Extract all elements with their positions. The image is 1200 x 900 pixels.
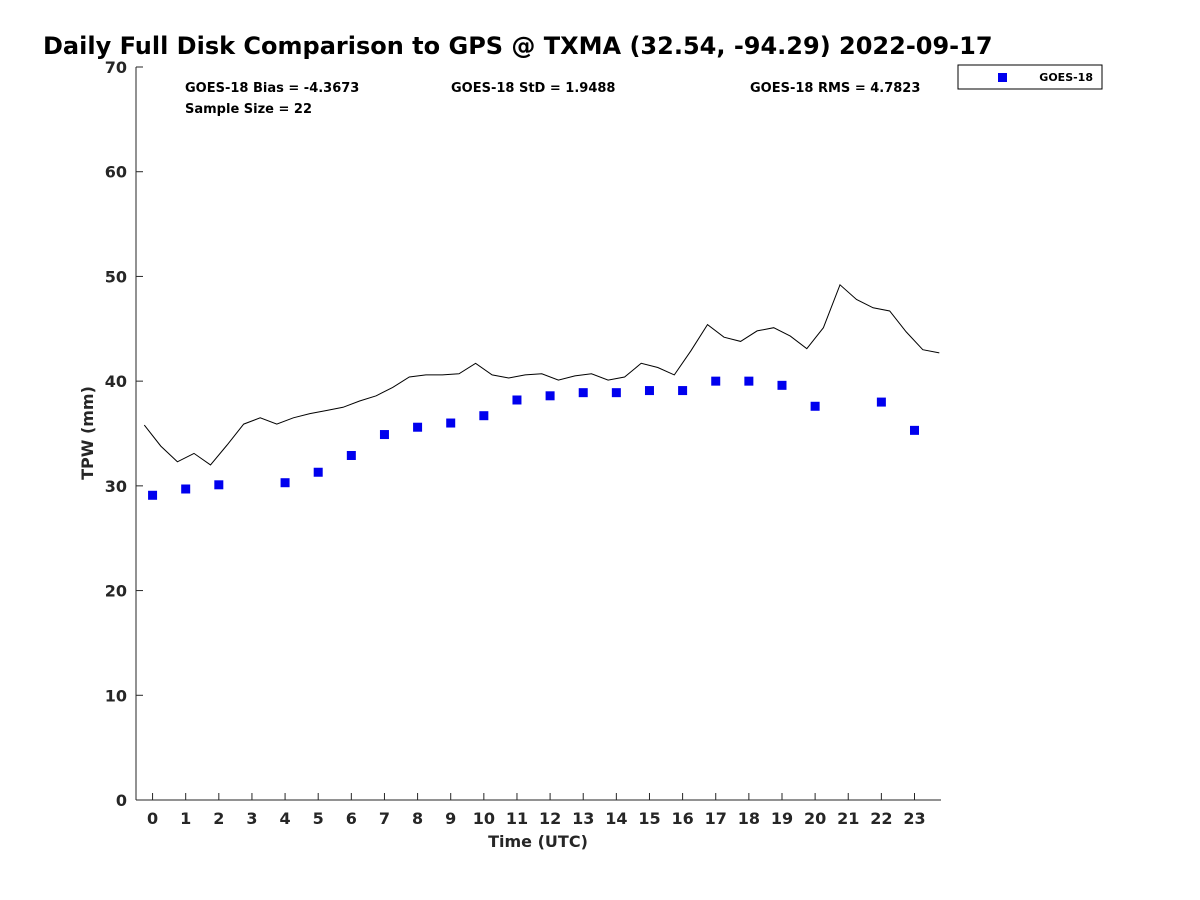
goes18-point <box>413 422 423 432</box>
y-tick-label: 50 <box>105 267 127 286</box>
x-tick-label: 23 <box>903 809 925 828</box>
rms-stat: GOES-18 RMS = 4.7823 <box>750 81 920 96</box>
x-tick-label: 13 <box>572 809 594 828</box>
goes18-point <box>777 380 787 390</box>
std-stat: GOES-18 StD = 1.9488 <box>451 81 615 96</box>
legend-goes18-label: GOES-18 <box>1039 71 1093 84</box>
y-axis: 0 10 20 30 40 50 60 70 <box>105 58 143 810</box>
x-tick-label: 4 <box>280 809 291 828</box>
goes18-point <box>744 376 754 386</box>
gps-line-path <box>143 283 940 466</box>
goes18-point <box>280 478 290 488</box>
legend-goes18-marker <box>998 73 1007 82</box>
x-tick-label: 14 <box>605 809 627 828</box>
y-tick-label: 40 <box>105 372 127 391</box>
y-tick-label: 70 <box>105 58 127 77</box>
goes18-point <box>181 484 191 494</box>
x-tick-label: 20 <box>804 809 826 828</box>
x-tick-label: 7 <box>379 809 390 828</box>
goes18-point <box>810 401 820 411</box>
x-tick-label: 22 <box>870 809 892 828</box>
goes18-point <box>578 388 588 398</box>
chart-title: Daily Full Disk Comparison to GPS @ TXMA… <box>43 32 993 60</box>
x-tick-label: 1 <box>180 809 191 828</box>
goes18-point <box>214 480 224 490</box>
gps-tpw-line <box>143 283 940 466</box>
x-tick-label: 0 <box>147 809 158 828</box>
goes18-point <box>909 425 919 435</box>
x-tick-label: 2 <box>213 809 224 828</box>
x-tick-label: 5 <box>313 809 324 828</box>
y-axis-label: TPW (mm) <box>78 386 97 480</box>
goes18-point <box>313 467 323 477</box>
goes18-point <box>512 395 522 405</box>
x-tick-label: 16 <box>671 809 693 828</box>
y-tick-label: 60 <box>105 163 127 182</box>
x-tick-label: 9 <box>445 809 456 828</box>
goes18-point <box>611 388 621 398</box>
x-axis-label: Time (UTC) <box>488 832 588 851</box>
x-tick-label: 17 <box>705 809 727 828</box>
x-tick-label: 11 <box>506 809 528 828</box>
goes18-point <box>644 386 654 396</box>
x-tick-label: 3 <box>246 809 257 828</box>
x-tick-label: 21 <box>837 809 859 828</box>
y-tick-label: 30 <box>105 477 127 496</box>
y-tick-label: 10 <box>105 686 127 705</box>
x-tick-label: 8 <box>412 809 423 828</box>
goes18-point <box>148 490 158 500</box>
x-tick-label: 19 <box>771 809 793 828</box>
y-tick-label: 0 <box>116 791 127 810</box>
goes18-point <box>379 430 389 440</box>
x-tick-label: 6 <box>346 809 357 828</box>
x-tick-label: 15 <box>638 809 660 828</box>
goes18-point <box>446 418 456 428</box>
x-tick-label: 18 <box>738 809 760 828</box>
goes18-point <box>876 397 886 407</box>
legend: GOES-18 <box>957 64 1103 90</box>
x-tick-label: 10 <box>473 809 495 828</box>
sample-size-stat: Sample Size = 22 <box>185 102 312 117</box>
x-axis: 0 1 2 3 4 5 6 7 8 9 10 11 12 13 14 15 16 17 18 19 20 21 22 23 <box>136 793 941 828</box>
goes18-point <box>545 391 555 401</box>
goes18-point <box>711 376 721 386</box>
bias-stat: GOES-18 Bias = -4.3673 <box>185 81 359 96</box>
y-tick-label: 20 <box>105 582 127 601</box>
goes18-point <box>479 411 489 421</box>
x-tick-label: 12 <box>539 809 561 828</box>
goes18-point <box>346 450 356 460</box>
legend-box <box>957 64 1103 90</box>
goes18-points <box>148 376 919 500</box>
goes18-point <box>678 386 688 396</box>
